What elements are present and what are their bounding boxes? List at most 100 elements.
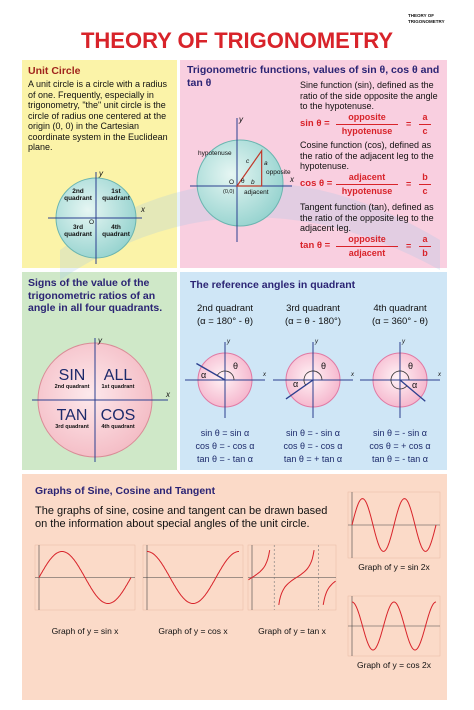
- angle-ray: [196, 362, 226, 381]
- sign-word: SIN: [58, 367, 86, 384]
- formula-equals: =: [406, 241, 412, 251]
- formula-numerator: b: [422, 172, 428, 182]
- formula-numerator: opposite: [348, 112, 386, 122]
- graph-caption: Graph of y = cos x: [158, 626, 228, 636]
- triangle: [235, 148, 263, 187]
- quadrant-heading: 4th quadrant: [373, 303, 427, 314]
- formula-numerator: a: [422, 234, 428, 244]
- graph-caption: Graph of y = cos 2x: [357, 660, 431, 670]
- graph-curve: [351, 498, 437, 552]
- theta-label: θ: [408, 361, 414, 371]
- section-heading: Trigonometric functions, values of sin θ…: [187, 64, 440, 89]
- identity-line: sin θ = sin α: [200, 428, 250, 438]
- formula-numerator: a: [422, 112, 428, 122]
- formula-denominator: hypotenuse: [341, 186, 393, 196]
- formula-label: sin θ =: [300, 118, 330, 129]
- axis-label: y: [98, 336, 102, 345]
- theta-arc: [390, 370, 410, 390]
- identity-line: tan θ = - tan α: [197, 454, 253, 464]
- axis-label: x: [141, 205, 145, 214]
- angle-ray: [399, 379, 426, 402]
- graph-curve: [322, 580, 336, 605]
- identity-line: cos θ = - cos α: [283, 441, 343, 451]
- quadrant-label: 4th quadrant: [101, 424, 135, 430]
- formula-denominator: c: [422, 126, 428, 136]
- formula-equals: =: [406, 179, 412, 189]
- axis-label: x: [351, 372, 354, 378]
- section-heading: The reference angles in quadrant: [190, 279, 356, 291]
- axis-label: x: [438, 372, 441, 378]
- alpha-label: α: [201, 370, 207, 380]
- axis-label: y: [227, 339, 230, 345]
- alpha-label: α: [412, 380, 418, 390]
- axis-label: x: [263, 372, 266, 378]
- quadrant-heading: 2nd quadrant: [197, 303, 253, 314]
- graph-curve: [38, 551, 132, 604]
- angle-rule: (α = 360° - θ): [371, 316, 429, 327]
- diagram-label: hypotenuse: [198, 150, 232, 157]
- background-swoosh: [60, 182, 440, 280]
- section-heading: Unit Circle: [28, 65, 81, 77]
- section-heading: Signs of the value of the trigonometric …: [28, 277, 163, 314]
- diagram-label: b: [251, 179, 255, 186]
- title: THEORY OF TRIGONOMETRY: [80, 28, 394, 53]
- theta-arc: [303, 370, 323, 386]
- quadrant-label: 3rd quadrant: [55, 424, 89, 430]
- formula-label: tan θ =: [300, 240, 331, 251]
- graph-curve: [278, 550, 315, 605]
- quadrant-label: 4th quadrant: [102, 224, 130, 238]
- axis-label: y: [402, 339, 405, 345]
- angle-ray: [285, 379, 314, 400]
- quadrant-label: 2nd quadrant: [64, 188, 92, 202]
- identity-line: cos θ = - cos α: [195, 441, 255, 451]
- graph-curve: [147, 551, 239, 604]
- quadrant-label: 2nd quadrant: [54, 384, 90, 390]
- axis-label: y: [239, 115, 243, 124]
- sign-word: COS: [100, 407, 136, 424]
- graph-curve: [248, 550, 271, 581]
- quadrant-label: 1st quadrant: [101, 384, 135, 390]
- section-text: A unit circle is a circle with a radius …: [28, 79, 168, 152]
- graph-caption: Graph of y = sin x: [51, 626, 119, 636]
- quadrant-label: 3rd quadrant: [64, 224, 92, 238]
- section-text: The graphs of sine, cosine and tangent c…: [35, 505, 328, 530]
- formula-numerator: adjacent: [348, 172, 386, 182]
- origin-label: (0,0): [223, 189, 235, 195]
- diagram-label: adjacent: [244, 189, 269, 196]
- formula-denominator: hypotenuse: [341, 126, 393, 136]
- graph-curve: [351, 601, 437, 651]
- quadrant-heading: 3rd quadrant: [286, 303, 340, 314]
- theta-label: θ: [321, 361, 327, 371]
- graph-caption: Graph of y = sin 2x: [358, 562, 430, 572]
- diagram-label: θ: [241, 178, 245, 185]
- formula-denominator: c: [422, 186, 428, 196]
- axis-label: x: [290, 175, 294, 184]
- formula-equals: =: [406, 119, 412, 129]
- alpha-label: α: [293, 379, 299, 389]
- diagram-label: a: [264, 160, 268, 167]
- definition-text: Tangent function (tan), defined as the r…: [300, 202, 434, 233]
- sign-word: TAN: [56, 407, 88, 424]
- formula-denominator: adjacent: [348, 248, 386, 258]
- formula-denominator: b: [422, 248, 428, 258]
- header-label: THEORY OF TRIGONOMETRY: [408, 13, 445, 24]
- theta-label: θ: [233, 361, 239, 371]
- identity-line: tan θ = - tan α: [372, 454, 428, 464]
- axis-label: y: [315, 339, 318, 345]
- origin-label: O: [229, 179, 235, 186]
- graphs-panel: [22, 474, 447, 700]
- definition-text: Sine function (sin), defined as the rati…: [300, 80, 438, 111]
- axis-label: y: [99, 169, 103, 178]
- angle-rule: (α = 180° - θ): [196, 316, 254, 327]
- definition-text: Cosine function (cos), defined as the ra…: [300, 140, 434, 171]
- formula-label: cos θ =: [300, 178, 333, 189]
- diagram-label: c: [246, 158, 250, 165]
- identity-line: tan θ = + tan α: [283, 454, 343, 464]
- identity-line: cos θ = + cos α: [369, 441, 431, 451]
- quadrant-label: 1st quadrant: [102, 188, 130, 202]
- theta-arc: [216, 370, 235, 381]
- origin-label: O: [89, 219, 95, 226]
- identity-line: sin θ = - sin α: [373, 428, 427, 438]
